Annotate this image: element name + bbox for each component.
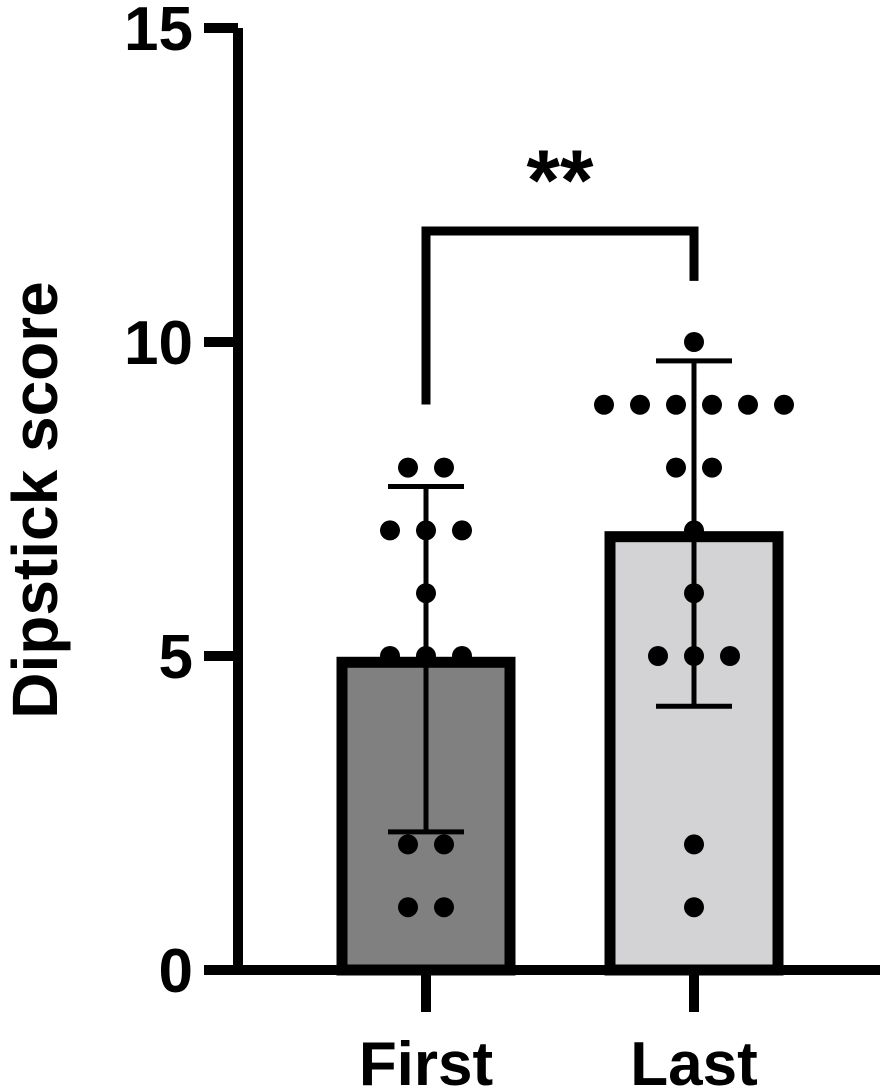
data-point-last	[720, 646, 740, 666]
y-tick-label-10: 10	[124, 309, 193, 378]
axes-layer	[233, 28, 880, 975]
significance-label: **	[527, 133, 594, 229]
x-tick-label-first: First	[359, 1030, 493, 1092]
y-axis-title: Dipstick score	[0, 281, 71, 719]
data-point-last	[702, 457, 722, 478]
data-point-last	[774, 394, 794, 415]
data-point-first	[398, 834, 418, 855]
data-point-last	[666, 457, 686, 478]
data-point-first	[416, 520, 436, 541]
data-point-last	[684, 583, 704, 604]
x-tick-label-last: Last	[630, 1030, 757, 1092]
data-point-last	[684, 646, 704, 666]
data-point-first	[434, 897, 454, 918]
data-point-last	[684, 520, 704, 541]
significance-bracket-line	[421, 226, 699, 405]
data-point-first	[398, 897, 418, 918]
data-point-last	[684, 332, 704, 352]
data-point-last	[648, 646, 668, 666]
significance-bracket: **	[421, 133, 699, 405]
y-tick-label-5: 5	[159, 623, 193, 692]
data-point-last	[702, 394, 722, 415]
data-point-last	[684, 897, 704, 918]
y-tick-label-0: 0	[159, 937, 193, 1006]
data-point-first	[434, 457, 454, 478]
y-ticks-layer: 0 5 10 15	[124, 0, 238, 1006]
data-points-layer	[380, 332, 794, 918]
data-point-last	[684, 834, 704, 855]
y-tick-label-15: 15	[124, 0, 193, 64]
data-point-first	[416, 646, 436, 666]
data-point-first	[452, 646, 472, 666]
data-point-first	[452, 520, 472, 541]
data-point-first	[434, 834, 454, 855]
data-point-first	[416, 583, 436, 604]
data-point-first	[380, 646, 400, 666]
x-ticks-layer: First Last	[359, 970, 758, 1092]
data-point-last	[666, 394, 686, 415]
data-point-first	[398, 457, 418, 478]
data-point-first	[380, 520, 400, 541]
data-point-last	[630, 394, 650, 415]
data-point-last	[594, 394, 614, 415]
data-point-last	[738, 394, 758, 415]
